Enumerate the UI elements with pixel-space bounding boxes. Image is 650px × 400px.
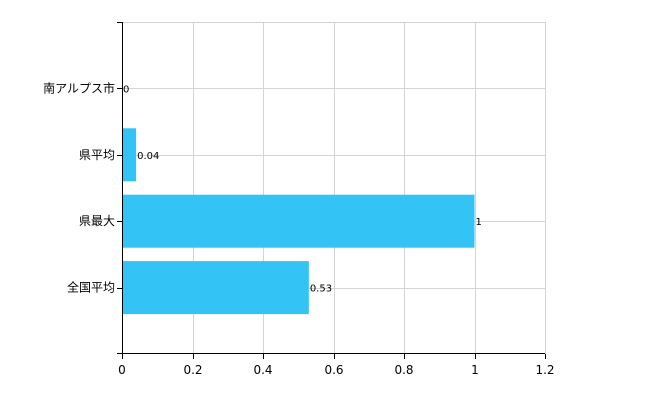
x-tick-label-0: 0	[118, 363, 126, 377]
x-tick-label-2: 0.4	[253, 363, 272, 377]
category-label-1: 県平均	[79, 148, 115, 162]
x-tick-label-6: 1.2	[535, 363, 554, 377]
bars	[122, 128, 475, 315]
data-label-2: 1	[476, 217, 482, 228]
category-label-3: 全国平均	[67, 280, 115, 295]
x-tick-label-5: 1	[471, 363, 479, 377]
data-label-3: 0.53	[310, 284, 332, 295]
x-tick-label-3: 0.6	[324, 363, 343, 377]
bar-1	[122, 128, 137, 182]
x-tick-label-4: 0.8	[394, 363, 413, 377]
data-label-1: 0.04	[137, 151, 159, 162]
category-label-0: 南アルプス市	[43, 80, 115, 95]
labels: 0 0.2 0.4 0.6 0.8 1 1.2 南アルプス市 0 県平均 0.04 県最大 1 全国平均 0…	[43, 80, 554, 377]
axes	[117, 22, 546, 359]
data-label-0: 0	[123, 84, 129, 95]
category-label-2: 県最大	[79, 214, 115, 228]
bar-2	[122, 194, 475, 248]
x-tick-label-1: 0.2	[183, 363, 202, 377]
bar-3	[122, 261, 309, 315]
